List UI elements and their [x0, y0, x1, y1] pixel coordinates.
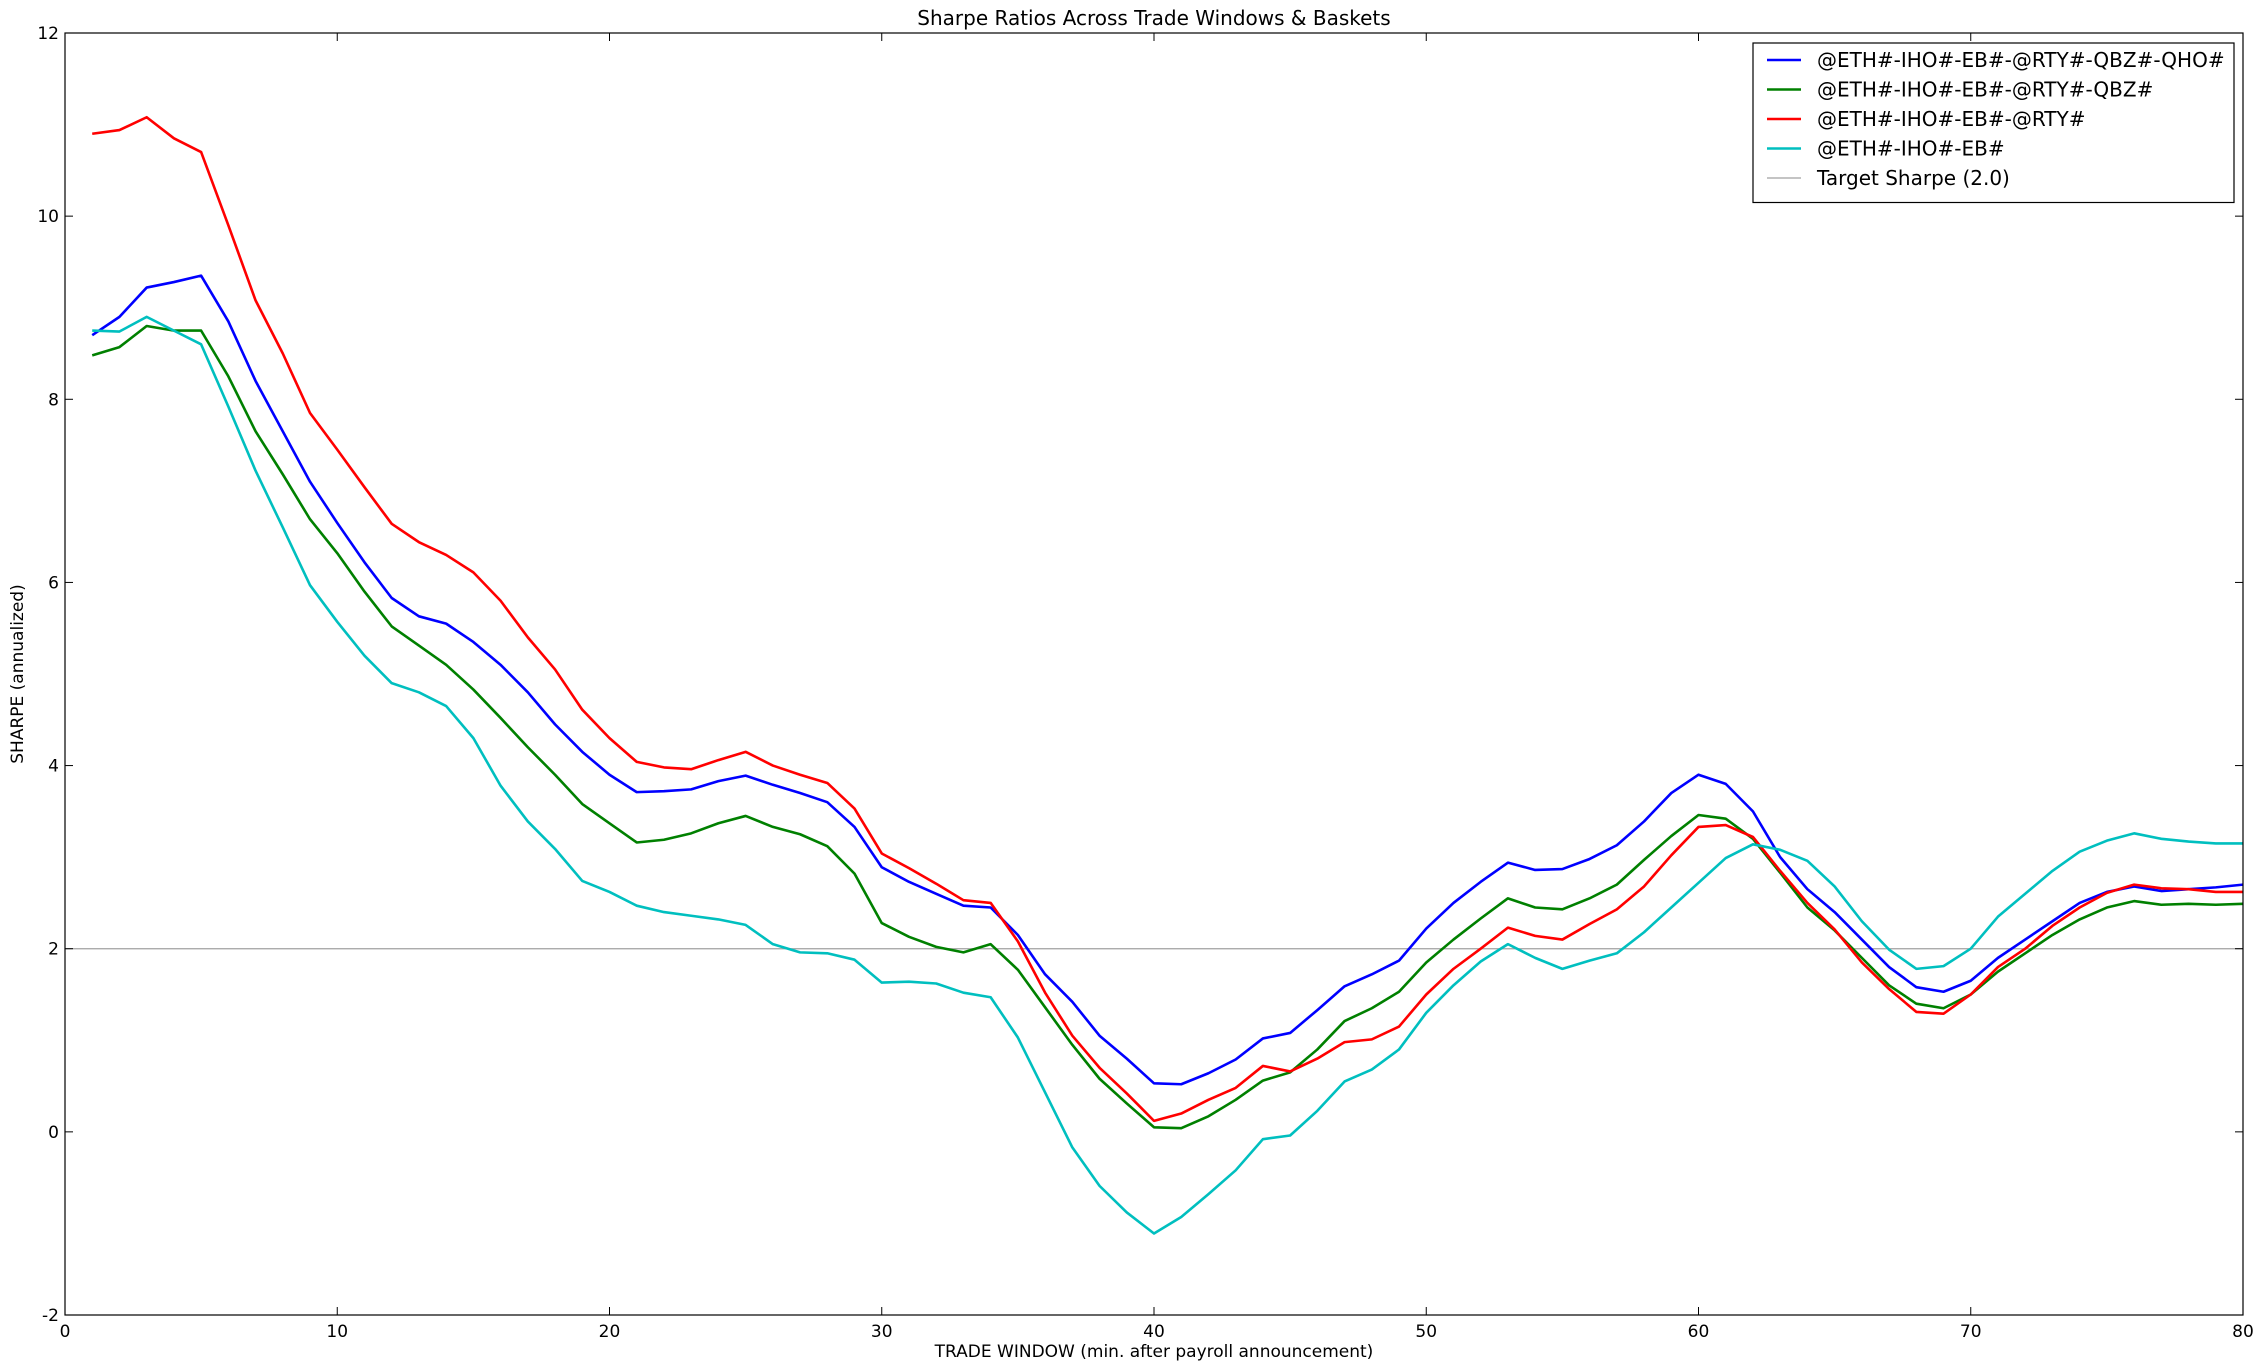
x-axis-label: TRADE WINDOW (min. after payroll announc…: [934, 1342, 1374, 1362]
y-tick-label: 0: [48, 1123, 59, 1143]
y-tick-label: 4: [48, 757, 59, 777]
x-tick-label: 80: [2232, 1322, 2254, 1342]
y-tick-label: 12: [37, 24, 59, 44]
x-tick-label: 10: [326, 1322, 348, 1342]
legend-entry-label: @ETH#-IHO#-EB#-@RTY#-QBZ#: [1817, 78, 2153, 102]
x-axis: 0 10 20 30 40 50 60 70 80: [60, 33, 2254, 1342]
series-layer: [65, 115, 2244, 1235]
legend-entry-label: @ETH#-IHO#-EB#-@RTY#: [1817, 107, 2086, 131]
series-line-2: [91, 324, 2244, 1130]
x-tick-label: 70: [1960, 1322, 1982, 1342]
legend-entry-label: Target Sharpe (2.0): [1816, 166, 2010, 190]
x-tick-label: 40: [1143, 1322, 1165, 1342]
x-tick-label: 50: [1415, 1322, 1437, 1342]
legend-entry-label: @ETH#-IHO#-EB#-@RTY#-QBZ#-QHO#: [1817, 48, 2225, 72]
legend-entry-label: @ETH#-IHO#-EB#: [1817, 137, 2005, 161]
y-axis-label: SHARPE (annualized): [8, 584, 28, 763]
y-tick-label: 2: [48, 940, 59, 960]
y-tick-label: -2: [42, 1306, 59, 1326]
y-axis: -2 0 2 4 6 8 10 12: [37, 24, 2243, 1326]
legend-box: [1752, 42, 2235, 204]
x-tick-label: 60: [1688, 1322, 1710, 1342]
x-tick-label: 0: [60, 1322, 71, 1342]
series-line-1: [91, 274, 2244, 1086]
x-tick-label: 20: [599, 1322, 621, 1342]
legend: @ETH#-IHO#-EB#-@RTY#-QBZ#-QHO# @ETH#-IHO#…: [1752, 42, 2235, 204]
x-tick-label: 30: [871, 1322, 893, 1342]
chart-title: Sharpe Ratios Across Trade Windows & Bas…: [917, 6, 1390, 30]
y-tick-label: 8: [48, 390, 59, 410]
y-tick-label: 6: [48, 573, 59, 593]
series-line-3: [92, 115, 2243, 1123]
series-line-4: [92, 315, 2243, 1235]
y-tick-label: 10: [37, 207, 59, 227]
plot-frame: [64, 32, 2244, 1316]
